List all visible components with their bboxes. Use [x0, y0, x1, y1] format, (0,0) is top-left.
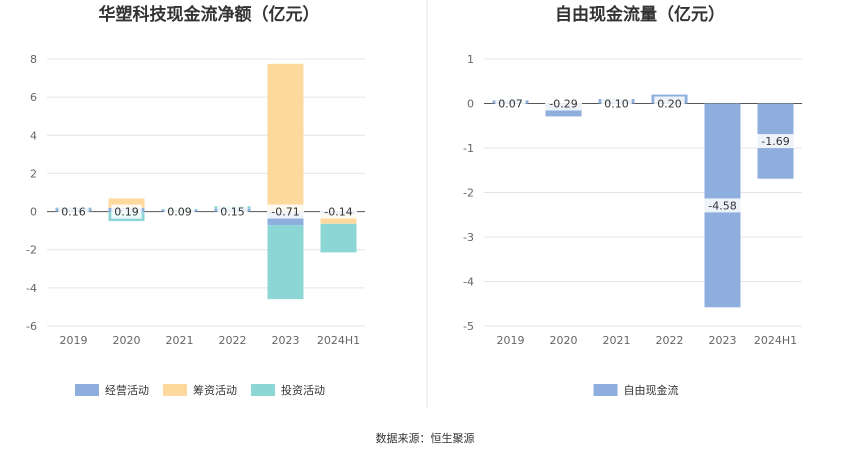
data-label: -0.71	[271, 206, 299, 219]
x-axis-ticks: 2019 2020 2021 2022 2023 2024H1	[497, 334, 798, 347]
data-label: 0.15	[220, 206, 245, 219]
data-source: 数据来源：恒生聚源	[376, 431, 475, 445]
bar-筹资活动-2020	[108, 198, 145, 208]
legend-swatch	[163, 384, 187, 396]
data-label: -0.29	[549, 98, 577, 111]
y-tick-label: -4	[26, 282, 37, 295]
chart-title: 自由现金流量（亿元）	[555, 4, 725, 25]
legend-label: 筹资活动	[193, 383, 237, 397]
x-axis-ticks: 2019 2020 2021 2022 2023 2024H1	[60, 334, 361, 347]
data-label: 0.20	[657, 98, 682, 111]
data-label: -4.58	[708, 199, 736, 212]
bar-投资活动-2023	[267, 225, 304, 300]
bar-投资活动-2024H1	[320, 223, 357, 253]
legend-label: 自由现金流	[624, 383, 679, 397]
data-label-bg	[545, 96, 582, 111]
chart-title: 华塑科技现金流净额（亿元）	[99, 4, 320, 25]
y-axis-ticks: 8 6 4 2 0 -2 -4 -6	[26, 53, 37, 333]
x-tick-label: 2020	[113, 334, 141, 347]
y-tick-label: -6	[26, 320, 37, 333]
data-labels: 0.07 -0.29 0.10 0.20 -4.58 -1.69	[495, 96, 794, 213]
data-label-bg	[654, 96, 685, 111]
x-tick-label: 2021	[166, 334, 194, 347]
bars	[492, 94, 794, 308]
x-tick-label: 2020	[550, 334, 578, 347]
data-label: 0.07	[498, 98, 523, 111]
x-tick-label: 2024H1	[754, 334, 797, 347]
legend-swatch	[593, 384, 618, 396]
y-tick-label: 1	[467, 53, 474, 66]
y-tick-label: 2	[30, 167, 37, 180]
x-tick-label: 2024H1	[317, 334, 360, 347]
x-tick-label: 2019	[60, 334, 88, 347]
data-label-bg	[111, 204, 142, 219]
data-label-bg	[320, 204, 357, 219]
free-cash-flow-chart: 自由现金流量（亿元） 1 0 -1 -2 -3 -4 -5 2019 2020 2021 2022…	[463, 4, 802, 397]
y-tick-label: -1	[463, 142, 474, 155]
x-tick-label: 2023	[709, 334, 737, 347]
data-label-bg	[164, 204, 195, 219]
data-label-bg	[704, 198, 741, 213]
x-tick-label: 2022	[656, 334, 684, 347]
data-label-bg	[601, 96, 632, 111]
legend: 自由现金流	[593, 383, 679, 397]
y-grid	[47, 58, 365, 327]
data-label: 0.16	[61, 206, 86, 219]
y-tick-label: 6	[30, 91, 37, 104]
y-axis-ticks: 1 0 -1 -2 -3 -4 -5	[463, 53, 474, 333]
data-label: 0.09	[167, 206, 192, 219]
y-tick-label: -2	[26, 244, 37, 257]
legend-label: 投资活动	[281, 383, 325, 397]
y-tick-label: -4	[463, 276, 474, 289]
x-tick-label: 2022	[219, 334, 247, 347]
y-tick-label: 8	[30, 53, 37, 66]
bars	[55, 63, 357, 300]
bar-筹资活动-2024H1	[320, 214, 357, 224]
data-label: 0.10	[604, 98, 629, 111]
y-tick-label: 0	[467, 98, 474, 111]
legend-swatch	[251, 384, 275, 396]
legend-label: 经营活动	[105, 383, 149, 397]
bar-筹资活动-2023	[267, 63, 304, 212]
data-label-bg	[495, 96, 526, 111]
data-label-bg	[58, 204, 89, 219]
x-tick-label: 2019	[497, 334, 525, 347]
y-tick-label: 0	[30, 206, 37, 219]
y-tick-label: 4	[30, 129, 37, 142]
data-label: -0.14	[324, 206, 352, 219]
data-label-bg	[217, 204, 248, 219]
y-grid	[484, 58, 802, 327]
data-labels: 0.16 0.19 0.09 0.15 -0.71 -0.14	[58, 204, 357, 219]
y-tick-label: -3	[463, 231, 474, 244]
data-label-bg	[267, 204, 304, 219]
data-label: 0.19	[114, 206, 139, 219]
x-tick-label: 2021	[603, 334, 631, 347]
data-label-bg	[757, 134, 794, 149]
legend-swatch	[75, 384, 99, 396]
y-tick-label: -5	[463, 320, 474, 333]
y-tick-label: -2	[463, 187, 474, 200]
x-tick-label: 2023	[272, 334, 300, 347]
data-label: -1.69	[761, 135, 789, 148]
legend: 经营活动 筹资活动 投资活动	[75, 383, 325, 397]
